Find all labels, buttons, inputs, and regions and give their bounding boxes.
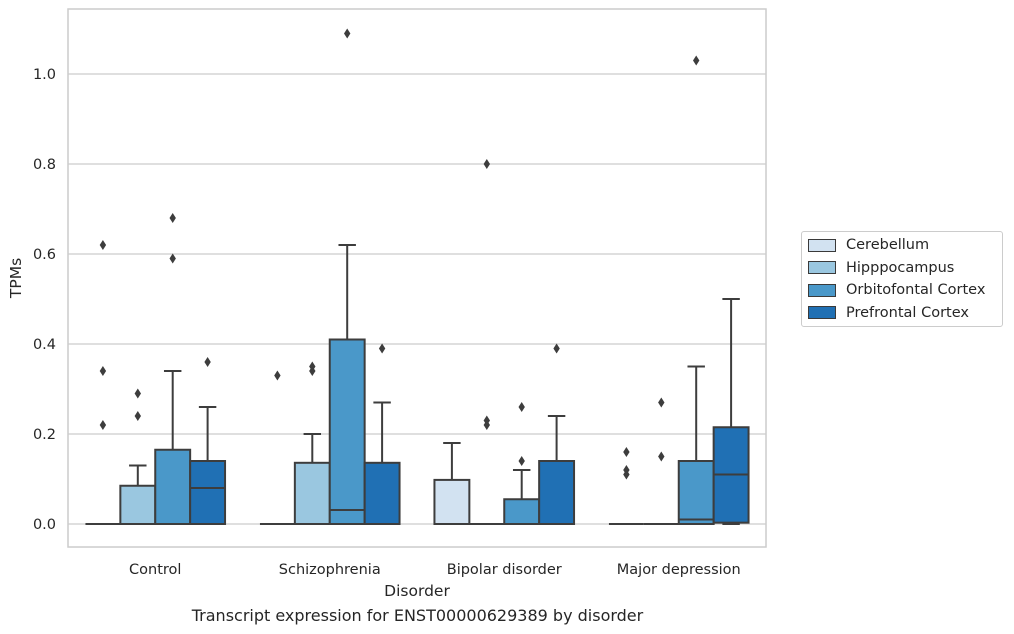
outlier-point xyxy=(483,415,490,426)
outlier-point xyxy=(518,456,525,466)
box-rect xyxy=(433,478,471,525)
box-prefrontal-cortex xyxy=(538,343,576,525)
y-tick-label: 0.6 xyxy=(33,247,56,263)
box-prefrontal-cortex xyxy=(363,343,401,525)
box-hipppocampus xyxy=(469,159,505,525)
legend: Cerebellum Hipppocampus Orbitofontal Corte… xyxy=(801,231,1003,327)
outlier-point xyxy=(553,343,560,354)
box-prefrontal-cortex xyxy=(712,298,750,525)
outlier-point xyxy=(658,451,665,462)
legend-item: Cerebellum xyxy=(808,235,929,255)
outlier-point xyxy=(309,361,316,372)
legend-swatch xyxy=(808,283,836,297)
legend-label: Hipppocampus xyxy=(846,259,955,276)
legend-label: Prefrontal Cortex xyxy=(846,304,969,321)
box-rect xyxy=(293,461,331,525)
box-rect xyxy=(328,338,366,525)
outlier-point xyxy=(623,465,630,475)
box-prefrontal-cortex xyxy=(189,357,227,525)
outlier-point xyxy=(134,411,141,421)
box-cerebellum xyxy=(259,370,295,525)
outlier-point xyxy=(483,159,490,169)
box-rect xyxy=(677,460,715,525)
legend-label: Cerebellum xyxy=(846,237,930,253)
box-hipppocampus xyxy=(119,388,157,525)
y-axis-label: TPMs xyxy=(7,258,25,299)
box-cerebellum xyxy=(85,240,121,525)
y-tick-label: 0.0 xyxy=(33,517,56,533)
legend-swatch xyxy=(808,238,836,252)
outlier-point xyxy=(658,397,665,408)
box-rect xyxy=(119,484,157,525)
y-tick-label: 0.2 xyxy=(33,427,56,443)
box-rect xyxy=(503,498,541,525)
box-rect xyxy=(154,448,192,525)
x-tick-label: Schizophrenia xyxy=(279,562,381,578)
box-hipppocampus xyxy=(293,361,331,525)
outlier-point xyxy=(99,240,107,250)
outlier-point xyxy=(169,253,176,264)
outlier-point xyxy=(518,402,525,412)
legend-swatch xyxy=(808,261,836,274)
outlier-point xyxy=(169,213,176,223)
outlier-point xyxy=(99,420,107,430)
chart-title: Transcript expression for ENST0000062938… xyxy=(191,606,644,625)
x-tick-label: Major depression xyxy=(617,562,741,578)
y-tick-label: 1.0 xyxy=(33,67,56,83)
y-tick-label: 0.8 xyxy=(33,157,56,173)
x-axis-ticks: Control Schizophrenia Bipolar disorder Majo… xyxy=(129,562,741,578)
outlier-point xyxy=(693,55,700,66)
legend-item: Hipppocampus xyxy=(808,258,954,278)
outlier-point xyxy=(378,343,386,354)
legend-label: Orbitofontal Cortex xyxy=(846,282,986,298)
outlier-point xyxy=(134,388,141,399)
box-orbitofontal-cortex xyxy=(677,55,715,525)
x-tick-label: Bipolar disorder xyxy=(447,562,562,578)
box-rect xyxy=(538,460,576,525)
box-hipppocampus xyxy=(643,397,679,525)
y-tick-label: 0.4 xyxy=(33,337,56,353)
box-orbitofontal-cortex xyxy=(328,28,366,525)
outlier-point xyxy=(344,28,351,39)
outlier-point xyxy=(99,366,107,376)
box-rect xyxy=(189,460,227,525)
box-orbitofontal-cortex xyxy=(154,213,192,525)
outlier-point xyxy=(623,447,630,457)
x-axis-label: Disorder xyxy=(384,582,450,600)
x-tick-label: Control xyxy=(129,562,181,578)
box-cerebellum xyxy=(608,447,644,525)
outlier-point xyxy=(204,357,211,367)
box-orbitofontal-cortex xyxy=(503,402,541,525)
box-cerebellum xyxy=(433,442,471,525)
legend-item: Prefrontal Cortex xyxy=(808,303,969,323)
y-axis-ticks: 0.0 0.2 0.4 0.6 0.8 1.0 xyxy=(33,67,56,533)
box-plot-series xyxy=(85,28,750,525)
outlier-point xyxy=(274,370,281,381)
plot-frame xyxy=(67,8,767,548)
box-rect xyxy=(363,461,401,525)
legend-swatch xyxy=(808,306,836,319)
legend-item: Orbitofontal Cortex xyxy=(808,280,985,300)
